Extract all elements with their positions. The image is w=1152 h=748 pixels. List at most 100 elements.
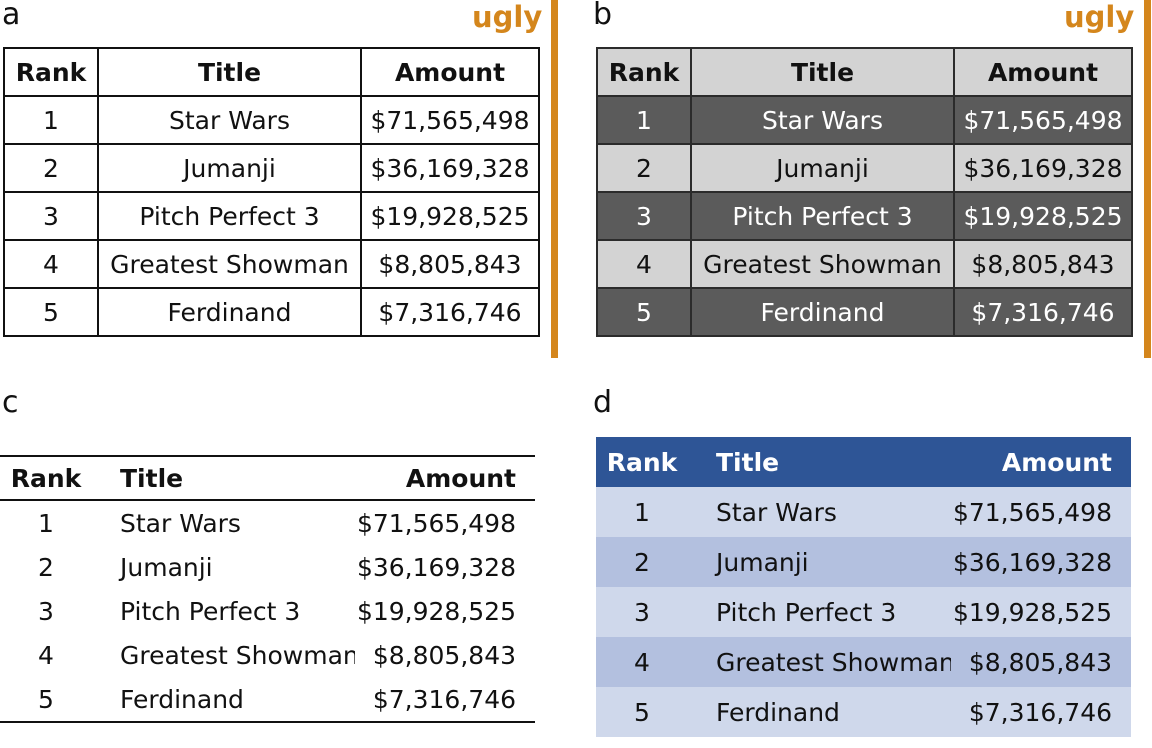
title-cell: Pitch Perfect 3 xyxy=(120,596,301,626)
rank-cell: 1 xyxy=(3,95,99,145)
table-row: 4 Greatest Showman $8,805,843 xyxy=(596,637,1131,687)
panel-b-ugly-label: ugly xyxy=(1064,0,1135,34)
title-cell: Jumanji xyxy=(97,143,362,193)
rank-cell: 2 xyxy=(38,552,54,582)
amount-cell: $71,565,498 xyxy=(360,95,540,145)
rank-cell: 5 xyxy=(3,287,99,337)
amount-cell: $36,169,328 xyxy=(360,143,540,193)
amount-cell: $7,316,746 xyxy=(360,287,540,337)
amount-cell: $8,805,843 xyxy=(951,637,1131,687)
amount-cell: $19,928,525 xyxy=(953,191,1133,241)
table-a-header-rank: Rank xyxy=(3,47,99,97)
title-cell: Greatest Showman xyxy=(120,640,355,670)
amount-cell: $8,805,843 xyxy=(372,640,516,670)
rank-cell: 3 xyxy=(38,596,54,626)
table-d: Rank Title Amount 1 Star Wars $71,565,49… xyxy=(596,437,1131,737)
title-cell: Greatest Showman xyxy=(688,637,951,687)
table-c-header-rank: Rank xyxy=(0,455,92,501)
table-row: 3 Pitch Perfect 3 $19,928,525 xyxy=(0,589,535,633)
table-row: 5 Ferdinand $7,316,746 xyxy=(3,287,540,337)
amount-cell: $7,316,746 xyxy=(953,287,1133,337)
table-row: 1 Star Wars $71,565,498 xyxy=(3,95,540,145)
table-row: 1 Star Wars $71,565,498 xyxy=(0,500,535,545)
table-b-header-row: Rank Title Amount xyxy=(596,47,1133,97)
table-d-header-rank: Rank xyxy=(596,437,688,487)
table-row: 2 Jumanji $36,169,328 xyxy=(3,143,540,193)
panel-a-ugly-label: ugly xyxy=(472,0,543,34)
title-cell: Jumanji xyxy=(688,537,951,587)
rank-cell: 5 xyxy=(596,687,688,737)
title-cell: Greatest Showman xyxy=(97,239,362,289)
amount-cell: $19,928,525 xyxy=(360,191,540,241)
title-cell: Ferdinand xyxy=(688,687,951,737)
rank-cell: 3 xyxy=(596,191,692,241)
amount-cell: $7,316,746 xyxy=(951,687,1131,737)
table-row: 4 Greatest Showman $8,805,843 xyxy=(596,239,1133,289)
table-c-header-title: Title xyxy=(92,455,355,501)
table-row: 2 Jumanji $36,169,328 xyxy=(0,545,535,589)
rank-cell: 1 xyxy=(596,95,692,145)
table-row: 5 Ferdinand $7,316,746 xyxy=(596,687,1131,737)
table-row: 1 Star Wars $71,565,498 xyxy=(596,95,1133,145)
table-row: 3 Pitch Perfect 3 $19,928,525 xyxy=(3,191,540,241)
panel-a-label: a xyxy=(2,0,21,32)
table-d-header-title: Title xyxy=(688,437,951,487)
table-a-header-title: Title xyxy=(97,47,362,97)
panel-d-label: d xyxy=(593,385,613,420)
amount-cell: $8,805,843 xyxy=(953,239,1133,289)
title-cell: Greatest Showman xyxy=(690,239,955,289)
rank-cell: 3 xyxy=(3,191,99,241)
table-a-header-row: Rank Title Amount xyxy=(3,47,540,97)
rank-cell: 2 xyxy=(596,143,692,193)
title-cell: Star Wars xyxy=(120,508,241,538)
table-row: 2 Jumanji $36,169,328 xyxy=(596,537,1131,587)
amount-cell: $36,169,328 xyxy=(951,537,1131,587)
table-a-header-amount: Amount xyxy=(360,47,540,97)
title-cell: Jumanji xyxy=(690,143,955,193)
title-cell: Pitch Perfect 3 xyxy=(690,191,955,241)
amount-cell: $19,928,525 xyxy=(356,596,516,626)
table-row: 3 Pitch Perfect 3 $19,928,525 xyxy=(596,191,1133,241)
rank-cell: 2 xyxy=(596,537,688,587)
rank-cell: 5 xyxy=(596,287,692,337)
table-b-header-rank: Rank xyxy=(596,47,692,97)
table-row: 1 Star Wars $71,565,498 xyxy=(596,487,1131,537)
panel-b-label: b xyxy=(593,0,613,32)
amount-cell: $71,565,498 xyxy=(356,508,516,538)
table-b-header-amount: Amount xyxy=(953,47,1133,97)
rank-cell: 4 xyxy=(38,640,54,670)
panel-b-ugly-bar xyxy=(1144,0,1151,358)
amount-cell: $19,928,525 xyxy=(951,587,1131,637)
table-b: Rank Title Amount 1 Star Wars $71,565,49… xyxy=(596,47,1133,337)
table-c-header-amount: Amount xyxy=(355,455,535,501)
table-c: Rank Title Amount 1 Star Wars $71,565,49… xyxy=(0,455,535,723)
table-a: Rank Title Amount 1 Star Wars $71,565,49… xyxy=(3,47,540,337)
rank-cell: 1 xyxy=(596,487,688,537)
table-b-header-title: Title xyxy=(690,47,955,97)
title-cell: Ferdinand xyxy=(97,287,362,337)
rank-cell: 1 xyxy=(38,508,54,538)
amount-cell: $36,169,328 xyxy=(356,552,516,582)
rank-cell: 4 xyxy=(3,239,99,289)
table-row: 5 Ferdinand $7,316,746 xyxy=(596,287,1133,337)
table-row: 3 Pitch Perfect 3 $19,928,525 xyxy=(596,587,1131,637)
table-row: 5 Ferdinand $7,316,746 xyxy=(0,677,535,723)
title-cell: Pitch Perfect 3 xyxy=(688,587,951,637)
amount-cell: $8,805,843 xyxy=(360,239,540,289)
amount-cell: $7,316,746 xyxy=(355,677,535,723)
title-cell: Star Wars xyxy=(97,95,362,145)
amount-cell: $71,565,498 xyxy=(953,95,1133,145)
rank-cell: 2 xyxy=(3,143,99,193)
table-d-header-amount: Amount xyxy=(951,437,1131,487)
title-cell: Star Wars xyxy=(690,95,955,145)
table-row: 2 Jumanji $36,169,328 xyxy=(596,143,1133,193)
rank-cell: 4 xyxy=(596,637,688,687)
amount-cell: $71,565,498 xyxy=(951,487,1131,537)
table-row: 4 Greatest Showman $8,805,843 xyxy=(3,239,540,289)
title-cell: Ferdinand xyxy=(92,677,355,723)
rank-cell: 3 xyxy=(596,587,688,637)
title-cell: Jumanji xyxy=(120,552,213,582)
rank-cell: 5 xyxy=(0,677,92,723)
title-cell: Ferdinand xyxy=(690,287,955,337)
title-cell: Pitch Perfect 3 xyxy=(97,191,362,241)
